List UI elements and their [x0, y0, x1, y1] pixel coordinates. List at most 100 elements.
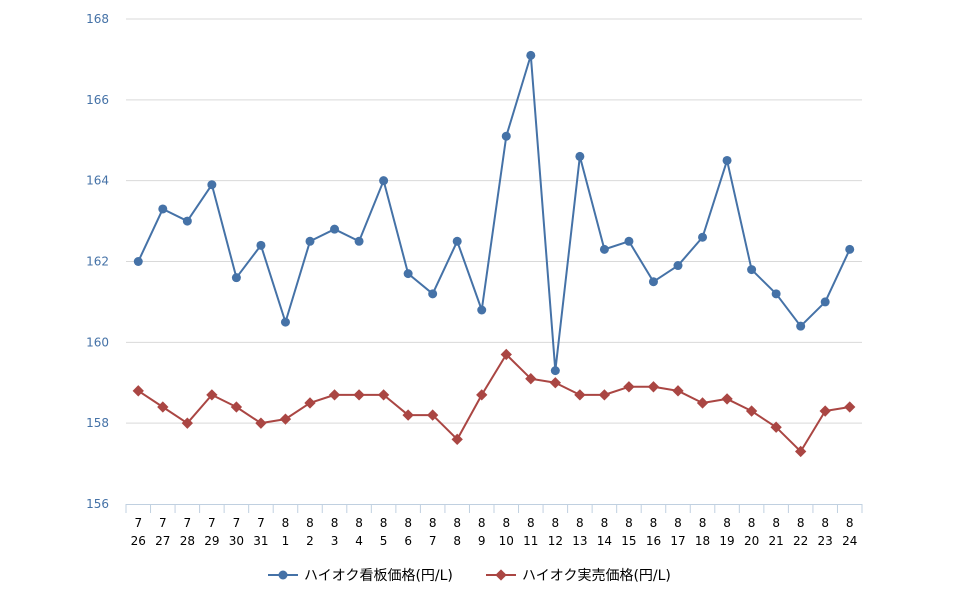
data-point[interactable] [845, 244, 855, 254]
x-tick-month: 8 [699, 516, 707, 530]
data-point[interactable] [672, 385, 684, 397]
x-tick-day: 11 [523, 534, 538, 548]
data-point[interactable] [623, 381, 635, 393]
data-point[interactable] [698, 232, 708, 242]
data-point[interactable] [696, 397, 709, 409]
legend-item-series-0[interactable]: ハイオク看板価格(円/L) [268, 568, 453, 584]
y-tick-label: 162 [86, 255, 109, 269]
data-point[interactable] [256, 240, 266, 250]
data-point[interactable] [207, 180, 217, 190]
x-tick-month: 7 [257, 516, 265, 530]
x-tick-day: 26 [131, 534, 146, 548]
data-point[interactable] [574, 389, 586, 401]
x-tick-day: 21 [768, 534, 783, 548]
series-0 [133, 50, 855, 376]
x-tick-day: 31 [253, 534, 268, 548]
data-point[interactable] [132, 385, 144, 397]
x-tick-month: 8 [576, 516, 584, 530]
data-point[interactable] [328, 389, 341, 401]
data-point[interactable] [747, 265, 757, 275]
data-point[interactable] [549, 377, 561, 389]
data-point[interactable] [452, 236, 462, 246]
data-point[interactable] [647, 381, 660, 393]
x-tick-month: 8 [821, 516, 829, 530]
data-point[interactable] [377, 389, 390, 401]
legend-marker-series-1 [495, 569, 507, 581]
data-point[interactable] [476, 389, 488, 401]
data-point[interactable] [501, 131, 511, 141]
data-point[interactable] [500, 348, 512, 361]
data-point[interactable] [305, 236, 315, 246]
x-tick-day: 24 [842, 534, 857, 548]
data-point[interactable] [795, 445, 807, 458]
x-tick-day: 23 [818, 534, 833, 548]
data-point[interactable] [206, 389, 218, 401]
y-tick-label: 168 [86, 12, 109, 26]
data-point[interactable] [819, 405, 831, 417]
data-point[interactable] [526, 50, 536, 60]
data-point[interactable] [403, 269, 413, 279]
x-tick-day: 4 [355, 534, 363, 548]
data-point[interactable] [353, 389, 365, 401]
data-point[interactable] [280, 317, 290, 327]
data-point[interactable] [624, 236, 634, 246]
data-point[interactable] [230, 401, 243, 413]
data-point[interactable] [525, 373, 537, 385]
x-tick-day: 28 [180, 534, 195, 548]
x-tick-month: 8 [748, 516, 756, 530]
data-point[interactable] [820, 297, 830, 307]
x-tick-day: 17 [670, 534, 685, 548]
data-point[interactable] [158, 204, 168, 214]
data-point[interactable] [648, 277, 658, 287]
data-point[interactable] [550, 366, 560, 376]
data-point[interactable] [402, 409, 414, 421]
x-tick-day: 22 [793, 534, 808, 548]
x-tick-month: 8 [355, 516, 363, 530]
data-point[interactable] [354, 236, 364, 246]
x-tick-day: 2 [306, 534, 314, 548]
data-point[interactable] [330, 224, 340, 234]
data-point[interactable] [279, 413, 292, 425]
x-tick-day: 10 [499, 534, 514, 548]
data-point[interactable] [477, 305, 487, 315]
data-point[interactable] [181, 417, 193, 429]
x-tick-month: 8 [723, 516, 731, 530]
x-tick-month: 8 [331, 516, 339, 530]
data-point[interactable] [745, 405, 758, 417]
data-point[interactable] [255, 417, 267, 429]
data-point[interactable] [844, 401, 856, 413]
data-point[interactable] [231, 273, 241, 283]
series-1 [132, 348, 856, 458]
x-tick-month: 8 [527, 516, 535, 530]
data-point[interactable] [379, 176, 389, 186]
x-tick-month: 8 [380, 516, 388, 530]
data-point[interactable] [771, 289, 781, 299]
x-tick-day: 1 [282, 534, 290, 548]
data-point[interactable] [428, 289, 438, 299]
x-tick-month: 8 [846, 516, 854, 530]
data-point[interactable] [157, 401, 169, 413]
data-point[interactable] [673, 261, 683, 271]
x-tick-month: 8 [772, 516, 780, 530]
x-tick-day: 19 [719, 534, 734, 548]
data-point[interactable] [598, 389, 611, 401]
data-point[interactable] [427, 409, 439, 421]
data-point[interactable] [575, 151, 585, 161]
data-point[interactable] [770, 421, 782, 433]
legend-item-series-1[interactable]: ハイオク実売価格(円/L) [486, 568, 671, 584]
legend-label-series-0: ハイオク看板価格(円/L) [304, 568, 453, 584]
data-point[interactable] [133, 257, 143, 266]
data-point[interactable] [721, 393, 733, 405]
data-point[interactable] [796, 321, 806, 331]
data-point[interactable] [599, 244, 609, 254]
data-point[interactable] [451, 433, 463, 445]
data-point[interactable] [722, 155, 732, 165]
x-tick-day: 8 [453, 534, 461, 548]
x-tick-month: 8 [650, 516, 658, 530]
data-point[interactable] [182, 216, 192, 226]
x-tick-day: 20 [744, 534, 759, 548]
x-tick-month: 8 [453, 516, 461, 530]
legend[interactable]: ハイオク看板価格(円/L) ハイオク実売価格(円/L) [268, 568, 671, 584]
data-point[interactable] [304, 397, 316, 409]
y-tick-label: 160 [86, 335, 109, 349]
